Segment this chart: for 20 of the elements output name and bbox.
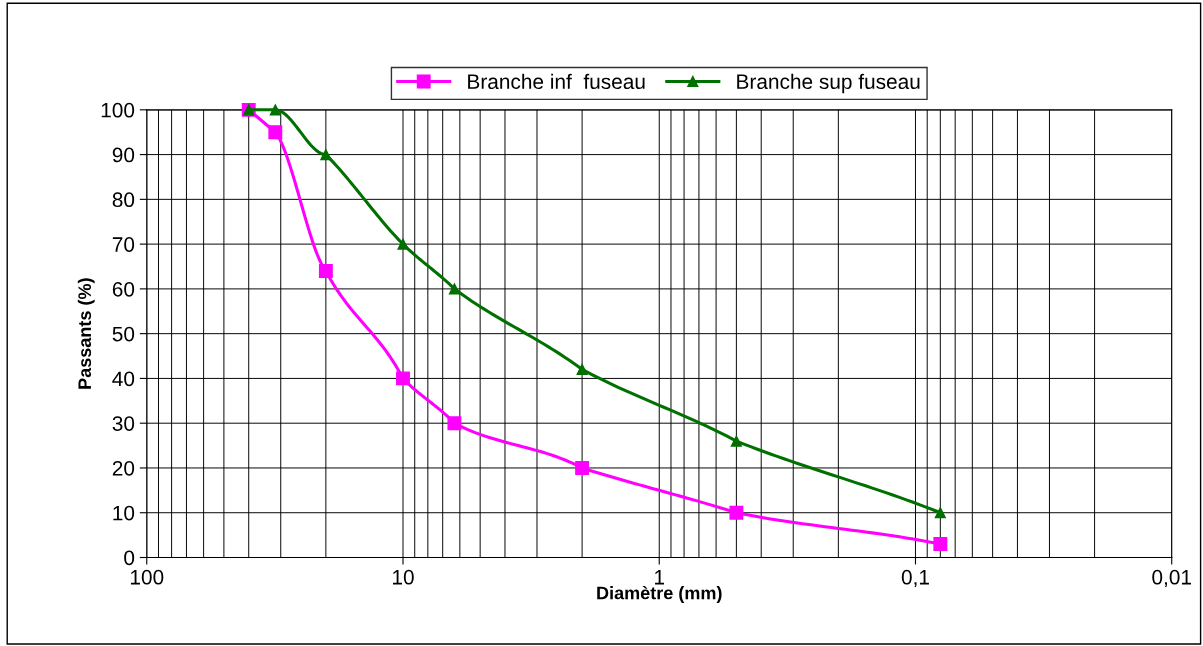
x-tick-label: 10 [393, 569, 414, 585]
y-tick-label: 80 [112, 192, 135, 208]
y-tick-label: 10 [113, 505, 135, 521]
y-tick-label: 100 [101, 102, 135, 118]
y-tick-label: 90 [112, 147, 135, 163]
y-tick-label: 20 [112, 460, 135, 476]
x-tick-label: 100 [130, 569, 164, 585]
legend-label: Branche inf fuseau [468, 73, 645, 90]
y-tick-label: 50 [112, 326, 135, 342]
x-tick-label: 0,1 [901, 569, 929, 588]
x-tick-label: 1 [655, 570, 665, 585]
y-tick-label: 40 [112, 371, 135, 387]
y-tick-label: 30 [112, 416, 135, 431]
x-tick-label: 0,01 [1152, 569, 1191, 588]
y-tick-label: 60 [112, 281, 135, 297]
y-tick-label: 0 [124, 550, 135, 566]
legend-label: Branche sup fuseau [737, 73, 920, 94]
y-tick-label: 70 [112, 237, 135, 252]
y-axis-title: Passants (%) [77, 278, 95, 389]
x-axis-title: Diamètre (mm) [597, 585, 722, 603]
